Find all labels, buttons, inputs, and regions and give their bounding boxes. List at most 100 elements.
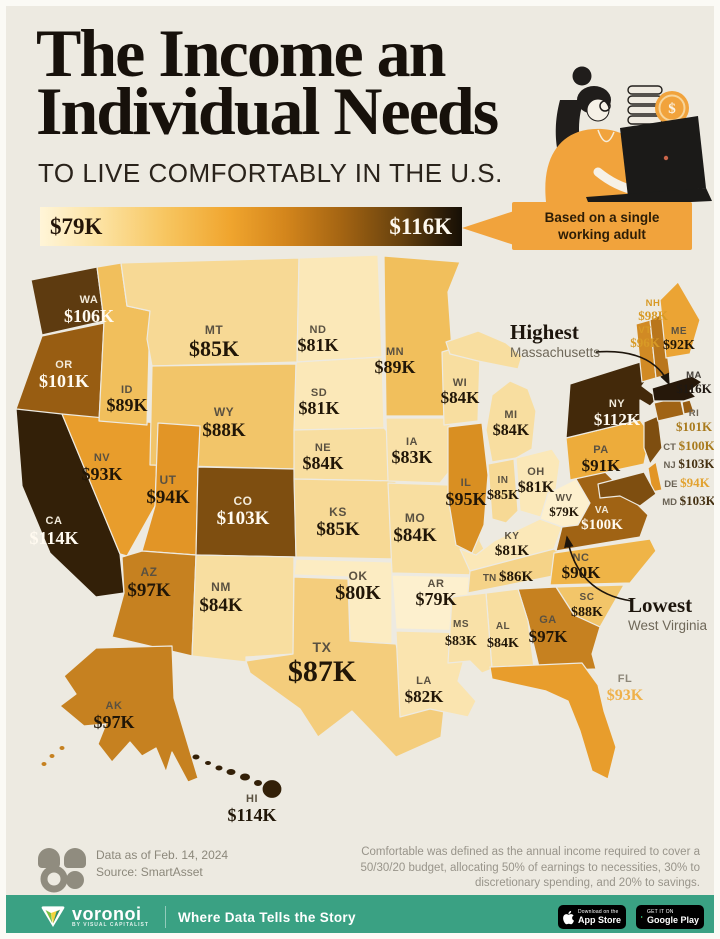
google-play-bottom-text: Google Play — [646, 914, 699, 925]
apple-icon — [563, 910, 574, 924]
state-hi-island — [254, 780, 262, 786]
state-code-or: OR — [55, 359, 73, 371]
highest-label: Highest — [510, 320, 579, 344]
state-value-nd: $81K — [297, 335, 338, 355]
state-in — [487, 458, 519, 524]
state-value-ne: $84K — [302, 453, 343, 473]
state-code-ny: NY — [609, 398, 625, 410]
brand-text: voronoi BY VISUAL CAPITALIST — [72, 904, 149, 928]
state-code-me: ME — [671, 326, 687, 337]
state-label-de: DE $94K — [664, 475, 710, 490]
state-ak-island — [41, 762, 47, 766]
state-value-il: $95K — [445, 489, 486, 509]
state-code-la: LA — [416, 675, 432, 687]
state-value-fl: $93K — [607, 687, 644, 704]
state-label-ct: CT $100K — [663, 438, 715, 453]
state-code-nh: NH — [646, 298, 661, 309]
state-value-in: $85K — [487, 488, 519, 503]
callout-line2: working adult — [558, 227, 646, 242]
state-labels-layer: WA$106KOR$101KCA$114KNV$93KID$89KMT$85KW… — [29, 294, 716, 825]
state-ga — [517, 586, 601, 672]
state-value-me: $92K — [663, 338, 695, 353]
google-play-badge[interactable]: GET IT ON Google Play — [636, 905, 704, 929]
state-value-ut: $94K — [146, 487, 190, 508]
state-code-wv: WV — [555, 493, 572, 504]
state-ak-island — [49, 754, 55, 758]
state-label-nj: NJ $103K — [664, 456, 716, 471]
states-layer — [15, 254, 703, 800]
state-code-vt: VT — [638, 325, 651, 336]
lowest-state-label: West Virginia — [628, 618, 708, 633]
state-value-id: $89K — [106, 395, 147, 415]
state-code-mi: MI — [504, 409, 517, 421]
state-value-mt: $85K — [189, 336, 239, 361]
state-code-ca: CA — [46, 515, 63, 527]
highest-arrow — [595, 350, 670, 386]
state-value-ca: $114K — [29, 528, 78, 548]
state-hi-island — [240, 773, 250, 781]
state-code-va: VA — [595, 505, 609, 516]
laptop-logo-dot — [663, 155, 669, 161]
state-code-ks: KS — [329, 505, 347, 519]
state-value-mo: $84K — [393, 525, 437, 546]
state-code-ia: IA — [406, 436, 418, 448]
state-hi-island — [215, 765, 223, 771]
state-value-ky: $81K — [495, 543, 530, 559]
lowest-arrow — [564, 535, 633, 602]
state-value-ga: $97K — [529, 627, 569, 646]
voronoi-logo-icon — [41, 906, 65, 927]
note-line2: 50/30/20 budget, allocating 50% of earni… — [360, 861, 700, 874]
annotation-lowest: Lowest West Virginia — [564, 535, 708, 633]
state-code-nm: NM — [211, 580, 231, 594]
state-value-pa: $91K — [582, 456, 622, 475]
state-value-oh: $81K — [518, 479, 555, 496]
highest-state-label: Massachusetts — [510, 345, 600, 360]
brand-name: voronoi — [72, 904, 142, 924]
state-value-nm: $84K — [199, 595, 243, 616]
state-value-la: $82K — [405, 687, 445, 706]
state-code-mo: MO — [405, 511, 425, 525]
state-code-al: AL — [496, 621, 510, 632]
state-value-sd: $81K — [298, 398, 339, 418]
state-code-sc: SC — [580, 592, 595, 603]
svg-text:$: $ — [668, 101, 676, 117]
state-label-tn: TN $86K — [483, 569, 534, 585]
data-as-of: Data as of Feb. 14, 2024 — [96, 848, 229, 862]
page-subtitle: TO LIVE COMFORTABLY IN THE U.S. — [38, 158, 503, 188]
state-value-or: $101K — [39, 371, 89, 391]
brand-bar: voronoi BY VISUAL CAPITALIST Where Data … — [0, 895, 720, 939]
state-value-ms: $83K — [445, 634, 477, 649]
state-ri — [681, 399, 695, 415]
methodology-note: Comfortable was defined as the annual in… — [220, 845, 700, 892]
state-code-co: CO — [234, 494, 253, 508]
state-sd — [293, 356, 385, 431]
title-line2: Individual Needs — [36, 73, 499, 149]
state-md — [597, 471, 657, 507]
state-code-id: ID — [121, 384, 133, 396]
laptop-screen — [620, 116, 706, 197]
state-value-az: $97K — [127, 580, 171, 601]
state-ak-island — [59, 746, 65, 750]
state-code-fl: FL — [618, 673, 632, 685]
illustration-woman-at-laptop: $ — [545, 66, 712, 207]
state-code-ri: RI — [689, 408, 700, 419]
state-code-wi: WI — [453, 377, 467, 389]
google-play-top-text: GET IT ON — [646, 908, 674, 915]
state-tx — [245, 576, 448, 758]
state-code-nc: NC — [573, 552, 590, 564]
face — [586, 98, 610, 122]
state-code-nv: NV — [94, 452, 110, 464]
state-fl — [489, 662, 617, 780]
glasses-icon — [599, 100, 611, 112]
legend-max-label: $116K — [389, 213, 452, 239]
app-store-badge[interactable]: Download on the App Store — [558, 905, 626, 929]
state-value-vt: $96K — [630, 335, 661, 350]
state-code-pa: PA — [593, 444, 608, 456]
state-value-mi: $84K — [493, 422, 530, 439]
necklace — [597, 129, 615, 143]
state-value-ny: $112K — [594, 410, 641, 429]
bar-divider — [164, 906, 166, 928]
state-value-wv: $79K — [549, 504, 580, 519]
lowest-label: Lowest — [628, 593, 692, 617]
page-title: The Income an Individual Needs — [36, 19, 499, 149]
